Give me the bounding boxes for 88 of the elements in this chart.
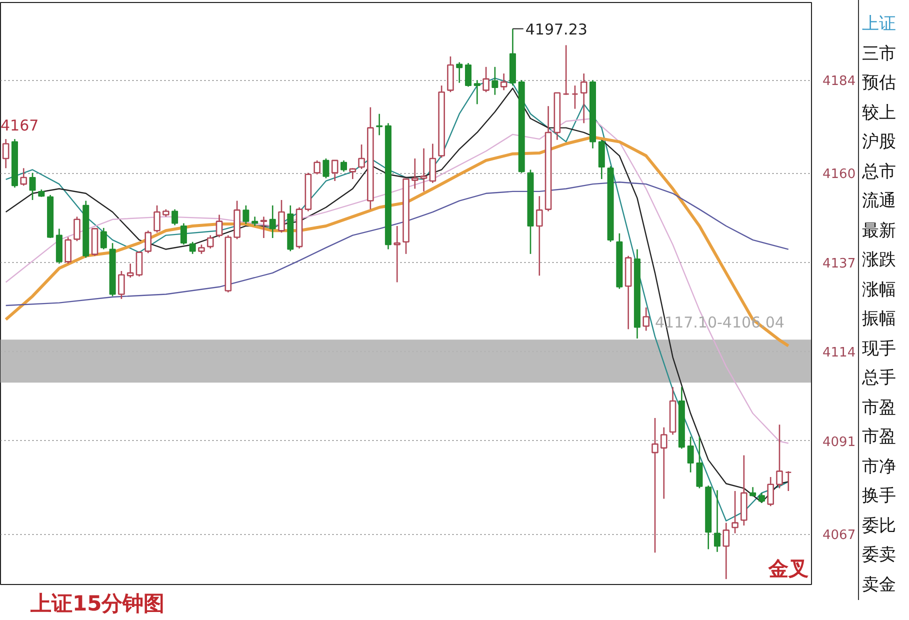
text: 市盈 [862, 396, 896, 420]
text: 涨幅 [862, 278, 896, 302]
candlestick [2, 138, 10, 169]
text: 沪股 [862, 131, 896, 154]
text: 振幅 [862, 308, 896, 331]
candlestick [660, 426, 668, 500]
candlestick [20, 168, 28, 186]
candlestick [562, 44, 570, 96]
candlestick [696, 436, 703, 489]
candlestick [536, 195, 543, 276]
candlestick [429, 143, 436, 184]
candlestick [464, 62, 472, 88]
candlestick [722, 522, 730, 580]
y-tick-label: 4184 [822, 74, 856, 90]
text: 卖金 [862, 574, 896, 596]
annotation: 4197.23 [525, 20, 588, 38]
line-series [4, 136, 790, 348]
candlestick [74, 216, 80, 242]
candlestick [767, 476, 774, 507]
candlestick [269, 204, 276, 239]
candlestick [492, 66, 498, 96]
candlestick [358, 144, 365, 170]
text: 最新 [862, 220, 896, 242]
y-tick-label: 4160 [822, 167, 856, 182]
candlestick [252, 216, 258, 227]
candlestick [322, 158, 330, 179]
candlestick [278, 199, 285, 234]
candlestick [154, 204, 160, 234]
candlestick [642, 306, 650, 332]
candlestick [411, 158, 418, 190]
text: 市盈 [862, 426, 896, 449]
candlestick [750, 486, 756, 498]
candlestick [314, 160, 320, 176]
candlestick [714, 490, 720, 553]
y-tick-label: 4114 [822, 346, 856, 361]
text: 总市 [862, 160, 896, 184]
candlestick [687, 436, 694, 474]
text: 上证 [862, 13, 896, 36]
annotation: 金叉 [767, 556, 808, 580]
text: 委比 [862, 514, 896, 538]
candlestick [758, 492, 765, 504]
candlestick [144, 230, 152, 254]
candlestick [260, 216, 268, 239]
candlestick [482, 66, 490, 93]
candlestick [242, 204, 250, 225]
candlestick [136, 250, 143, 278]
text: 上证15分钟图 [30, 592, 165, 616]
annotation: 4167 [0, 116, 39, 134]
candlestick [784, 470, 792, 492]
text: 总手 [862, 367, 896, 390]
candlestick [652, 417, 658, 554]
candlestick [732, 490, 738, 534]
text: 流通 [862, 190, 896, 213]
candlestick [118, 270, 125, 300]
candlestick [29, 172, 36, 201]
candlestick [474, 79, 480, 105]
candlestick [500, 72, 508, 91]
y-tick-label: 4067 [822, 528, 856, 544]
text: 三市 [862, 42, 896, 66]
candlestick [198, 244, 205, 255]
candlestick [376, 113, 383, 136]
y-tick-label: 4091 [822, 434, 856, 450]
text: 市净 [862, 456, 896, 478]
candlestick [100, 227, 107, 250]
candlestick [64, 236, 72, 264]
candlestick [216, 214, 223, 238]
line-series [5, 182, 789, 306]
text: 预估 [862, 72, 896, 95]
candlestick [331, 160, 338, 182]
candlestick [572, 84, 578, 110]
candlestick [394, 225, 401, 283]
candlestick [340, 160, 348, 172]
text: 较上 [862, 102, 896, 124]
candlestick [420, 148, 428, 192]
candlestick [776, 424, 783, 489]
text: 涨跌 [862, 249, 896, 272]
candlestick [349, 168, 356, 180]
text: 现手 [862, 338, 896, 360]
text: 换手 [862, 485, 896, 508]
candlestick [172, 208, 178, 226]
text: 委卖 [862, 544, 896, 567]
candlestick [126, 262, 134, 278]
candlestick [456, 62, 463, 84]
candlestick [180, 222, 187, 246]
y-tick-label: 4137 [822, 256, 856, 272]
candlestick [189, 241, 196, 255]
candlestick [580, 72, 588, 124]
candlestick [206, 234, 214, 250]
